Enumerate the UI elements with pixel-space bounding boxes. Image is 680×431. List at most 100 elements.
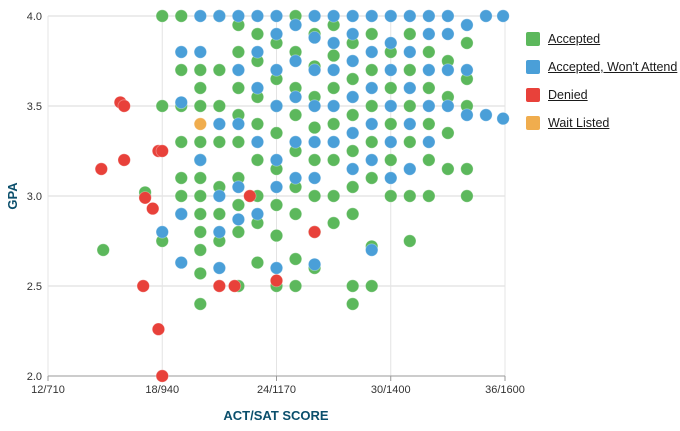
data-point [346, 180, 360, 194]
data-point [250, 153, 265, 167]
data-point [250, 207, 265, 221]
data-point [269, 99, 284, 113]
data-point [365, 81, 379, 95]
data-point [212, 9, 226, 23]
data-point [441, 99, 455, 113]
data-point [231, 212, 246, 226]
data-point [384, 99, 398, 113]
data-point [365, 99, 379, 113]
data-point [403, 81, 417, 95]
data-point [212, 117, 226, 131]
data-point [250, 81, 265, 95]
data-point [346, 27, 360, 41]
data-point [422, 9, 436, 23]
data-point [403, 135, 417, 149]
data-point [155, 144, 169, 158]
y-tick-label: 4.0 [27, 11, 42, 23]
data-point [422, 81, 436, 95]
data-point [403, 63, 417, 77]
data-point [422, 45, 436, 59]
legend-label: Wait Listed [548, 116, 610, 130]
data-point [231, 81, 246, 95]
y-tick-label: 3.0 [27, 191, 42, 203]
data-point [288, 135, 303, 149]
data-point [212, 189, 226, 203]
legend-label: Accepted [548, 32, 601, 46]
data-point [460, 63, 474, 77]
data-point [193, 207, 207, 221]
data-point [288, 108, 303, 122]
y-axis-title: GPA [5, 182, 20, 210]
data-point [479, 108, 493, 122]
data-point [307, 9, 322, 23]
legend-swatch [526, 88, 540, 102]
data-point [479, 9, 493, 23]
legend-item-wait-listed[interactable]: Wait Listed [526, 114, 677, 132]
data-point [193, 225, 207, 239]
data-point [307, 30, 322, 45]
data-point [250, 135, 265, 149]
data-point [327, 48, 341, 63]
data-point [212, 99, 226, 113]
data-point [288, 279, 303, 293]
axes: 2.0 2.5 3.0 3.5 4.0 12/710 18/940 24/1170 30/140… [27, 11, 525, 396]
data-point [365, 243, 379, 257]
data-point [365, 279, 379, 293]
data-point [496, 112, 510, 126]
x-tick-label: 18/940 [145, 384, 179, 396]
data-point [346, 72, 360, 86]
data-point [174, 255, 188, 270]
data-point [193, 45, 207, 59]
data-point [269, 9, 284, 23]
legend: Accepted Accepted, Won't Attend Denied W… [526, 30, 677, 142]
legend-item-accepted[interactable]: Accepted [526, 30, 677, 48]
data-point [212, 207, 226, 221]
data-point [422, 135, 436, 149]
data-point [231, 135, 246, 149]
data-point [365, 153, 379, 167]
x-tick-label: 36/1600 [485, 384, 525, 396]
x-tick-label: 30/1400 [371, 384, 411, 396]
data-point [403, 99, 417, 113]
data-point [327, 81, 341, 95]
data-point [250, 117, 265, 131]
data-point [365, 117, 379, 131]
data-point [460, 162, 474, 176]
data-point [193, 243, 207, 257]
data-point [269, 63, 284, 77]
data-point [327, 117, 341, 131]
data-point [231, 180, 246, 194]
data-point [307, 153, 322, 167]
legend-item-accepted-wont-attend[interactable]: Accepted, Won't Attend [526, 58, 677, 76]
data-point [193, 171, 207, 185]
data-point [174, 95, 188, 110]
data-point [117, 99, 131, 113]
data-point [231, 9, 246, 23]
data-point [269, 261, 284, 275]
legend-swatch [526, 60, 540, 74]
data-point [403, 189, 417, 203]
data-point [422, 99, 436, 113]
data-point [441, 162, 455, 176]
data-point [250, 27, 265, 41]
data-point [288, 207, 303, 221]
data-point [269, 273, 284, 288]
data-point [384, 81, 398, 95]
data-point [155, 369, 169, 383]
data-point [327, 153, 341, 167]
data-point [174, 171, 188, 185]
data-point [307, 189, 322, 203]
data-point [212, 135, 226, 149]
data-point [193, 81, 207, 95]
data-point [422, 27, 436, 41]
data-point [250, 255, 265, 270]
data-point [288, 54, 303, 68]
data-point [422, 189, 436, 203]
data-point [346, 108, 360, 122]
data-point [365, 135, 379, 149]
legend-item-denied[interactable]: Denied [526, 86, 677, 104]
data-point [365, 63, 379, 77]
data-point [365, 9, 379, 23]
data-point [384, 153, 398, 167]
data-point [193, 135, 207, 149]
